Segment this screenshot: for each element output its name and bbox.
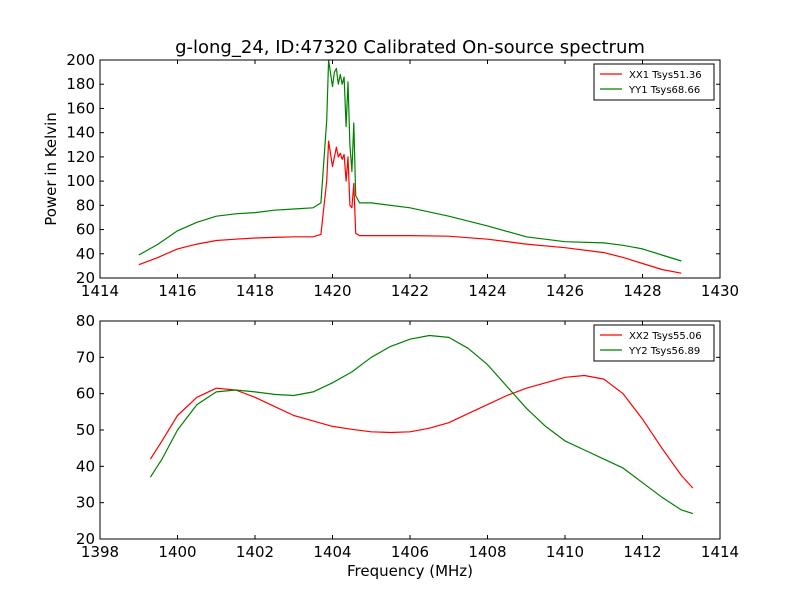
x-tick-label: 1406	[391, 543, 429, 561]
x-tick-label: 1400	[158, 543, 196, 561]
x-tick-label: 1414	[81, 282, 119, 300]
y-tick-label: 80	[76, 312, 95, 330]
x-tick-label: 1404	[313, 543, 351, 561]
y-tick-label: 60	[76, 221, 95, 239]
x-tick-label: 1428	[623, 282, 661, 300]
legend-label: YY2 Tsys56.89	[628, 346, 700, 357]
chart-title: g-long_24, ID:47320 Calibrated On-source…	[175, 37, 645, 58]
legend-label: YY1 Tsys68.66	[628, 85, 700, 96]
y-tick-label: 20	[76, 530, 95, 548]
x-tick-label: 1422	[391, 282, 429, 300]
y-tick-label: 160	[66, 99, 95, 117]
x-axis-label: Frequency (MHz)	[347, 562, 473, 580]
x-tick-label: 1402	[236, 543, 274, 561]
x-tick-label: 1410	[546, 543, 584, 561]
series-line-2-2	[149, 334, 694, 515]
x-tick-label: 1408	[468, 543, 506, 561]
legend-box	[593, 63, 715, 101]
y-tick-label: 50	[76, 421, 95, 439]
y-tick-label: 120	[66, 148, 95, 166]
x-tick-label: 1398	[81, 543, 119, 561]
x-tick-label: 1424	[468, 282, 506, 300]
x-tick-label: 1430	[701, 282, 739, 300]
y-tick-label: 30	[76, 494, 95, 512]
y-tick-label: 20	[76, 269, 95, 287]
y-tick-label: 180	[66, 75, 95, 93]
legend-label: XX2 Tsys55.06	[629, 331, 702, 342]
x-tick-label: 1420	[313, 282, 351, 300]
x-tick-label: 1412	[623, 543, 661, 561]
x-tick-label: 1418	[236, 282, 274, 300]
x-tick-label: 1426	[546, 282, 584, 300]
y-tick-label: 80	[76, 196, 95, 214]
x-tick-label: 1414	[701, 543, 739, 561]
y-tick-label: 40	[76, 457, 95, 475]
y-tick-label: 40	[76, 245, 95, 263]
series-line-2-1	[149, 374, 694, 489]
legend-label: XX1 Tsys51.36	[629, 70, 702, 81]
y-tick-label: 70	[76, 348, 95, 366]
y-axis-label: Power in Kelvin	[42, 112, 60, 226]
legend-box	[593, 324, 715, 362]
y-tick-label: 200	[66, 51, 95, 69]
series-line-1-1	[138, 140, 682, 274]
y-tick-label: 100	[66, 172, 95, 190]
series-line-1-2	[138, 59, 682, 262]
y-tick-label: 60	[76, 385, 95, 403]
y-tick-label: 140	[66, 124, 95, 142]
x-tick-label: 1416	[158, 282, 196, 300]
